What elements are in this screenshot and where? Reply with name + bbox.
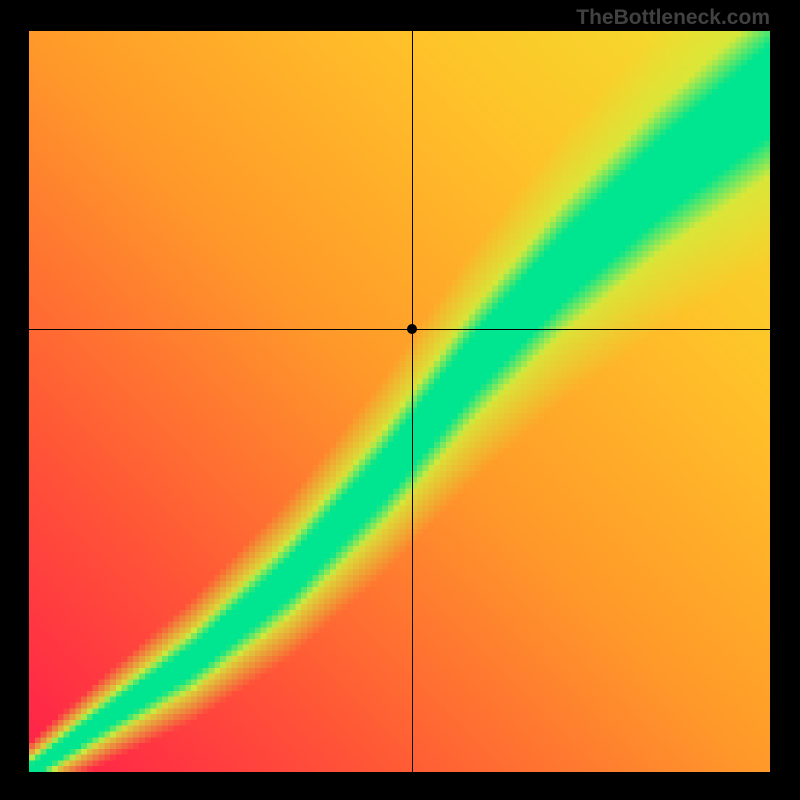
crosshair-marker-dot bbox=[407, 324, 417, 334]
crosshair-horizontal-line bbox=[29, 329, 770, 330]
watermark-text: TheBottleneck.com bbox=[576, 6, 770, 30]
crosshair-vertical-line bbox=[412, 31, 413, 772]
bottleneck-heatmap bbox=[29, 31, 770, 772]
